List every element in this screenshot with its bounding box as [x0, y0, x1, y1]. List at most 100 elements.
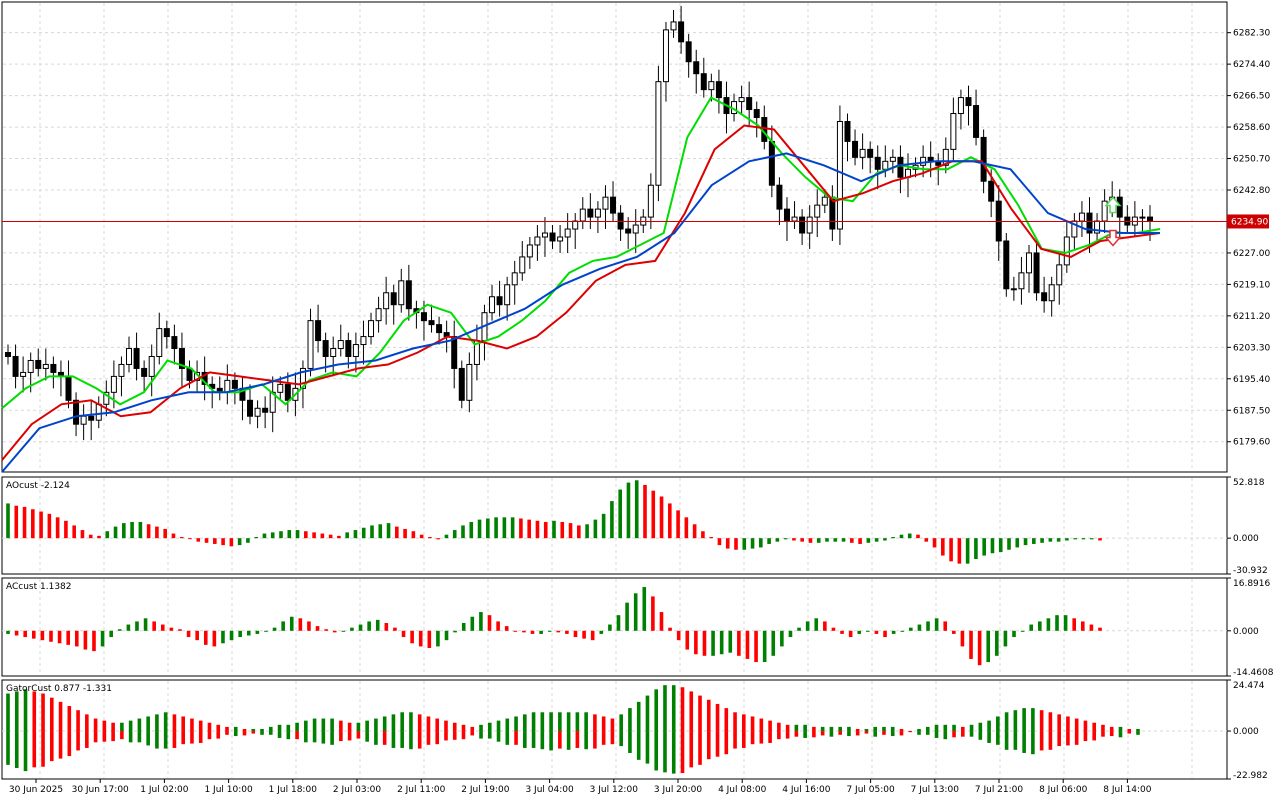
histogram-bar: [874, 538, 879, 542]
histogram-bar: [367, 621, 371, 631]
gator-bar-upper: [452, 722, 457, 732]
x-tick-label: 4 Jul 08:00: [718, 785, 767, 795]
candle-bull: [920, 156, 927, 166]
candle-bear: [163, 328, 170, 338]
histogram-bar: [750, 538, 755, 549]
histogram-bar: [995, 630, 999, 656]
candle-bull: [1048, 284, 1055, 302]
gator-bar-upper: [32, 691, 37, 732]
gator-bar-upper: [803, 724, 807, 732]
histogram-bar: [345, 532, 349, 539]
candle-bear: [1116, 196, 1123, 218]
histogram-bar: [651, 596, 655, 631]
histogram-bar: [337, 535, 341, 539]
gator-bar-upper: [978, 722, 983, 732]
histogram-bar: [163, 528, 167, 539]
histogram-bar: [469, 521, 474, 539]
histogram-bar: [203, 630, 208, 645]
gator-bar-upper: [382, 716, 387, 732]
gator-bar-lower: [558, 731, 562, 749]
y-tick-label: -30.932: [1233, 566, 1268, 576]
gator-bar-lower: [417, 731, 422, 749]
histogram-bar: [479, 612, 483, 631]
histogram-bar: [31, 509, 35, 539]
candle-bear: [322, 340, 329, 357]
x-tick-label: 7 Jul 05:00: [846, 785, 895, 795]
histogram-bar: [436, 630, 440, 647]
histogram-bar: [717, 538, 722, 546]
candle-bull: [708, 81, 715, 91]
histogram-bar: [797, 627, 801, 631]
histogram-bar: [823, 621, 827, 631]
histogram-bar: [307, 621, 311, 631]
gator-bar-lower: [356, 731, 361, 739]
x-tick-label: 2 Jul 19:00: [461, 785, 510, 795]
histogram-bar: [1063, 615, 1068, 631]
gator-bar-lower: [540, 731, 545, 750]
gator-bar-upper: [593, 714, 597, 732]
histogram-bar: [169, 627, 174, 631]
candle-bear: [436, 324, 443, 334]
histogram-bar: [783, 538, 788, 540]
y-tick-label: 6187.50: [1233, 406, 1270, 416]
histogram-bar: [1015, 538, 1020, 548]
ma-line-2: [1, 152, 1160, 473]
histogram-bar: [324, 629, 328, 631]
gator-bar-upper: [531, 712, 536, 732]
histogram-bar: [55, 517, 60, 539]
gator-bar-lower: [198, 731, 203, 743]
candle-bull: [670, 21, 677, 31]
histogram-bar: [1065, 538, 1069, 541]
gator-bar-upper: [584, 712, 588, 732]
histogram-bar: [1029, 624, 1034, 631]
histogram-bar: [64, 520, 68, 539]
histogram-bar: [287, 530, 292, 539]
candle-bear: [746, 97, 753, 111]
gator-bar-upper: [943, 724, 948, 732]
histogram-bar: [328, 534, 333, 539]
gator-bar-upper: [689, 691, 694, 732]
histogram-bar: [295, 530, 300, 539]
gator-bar-upper: [242, 728, 247, 732]
histogram-bar: [745, 630, 750, 659]
histogram-bar: [535, 520, 540, 539]
gator-bar-upper: [23, 689, 28, 732]
candle-bear: [693, 61, 700, 75]
histogram-bar: [694, 630, 698, 655]
gator-bar-upper: [1101, 724, 1105, 732]
candle-bear: [178, 348, 185, 369]
candle-bull: [564, 228, 571, 238]
histogram-bar: [969, 630, 973, 659]
indicator-title: ACcust 1.1382: [6, 582, 72, 592]
candle-bear: [715, 81, 722, 99]
candle-bull: [882, 160, 889, 170]
candle-bear: [776, 184, 783, 210]
gator-bar-upper: [1039, 710, 1044, 732]
histogram-bar: [378, 524, 383, 539]
gator-bar-upper: [137, 718, 142, 732]
x-tick-label: 4 Jul 16:00: [782, 785, 831, 795]
gator-bar-lower: [268, 731, 273, 735]
candle-bull: [602, 196, 609, 210]
histogram-bar: [1089, 538, 1094, 540]
y-tick-label: 6274.40: [1233, 60, 1270, 70]
histogram-bar: [568, 523, 573, 539]
histogram-bar: [601, 513, 606, 539]
histogram-bar: [370, 525, 374, 539]
candle-bull: [572, 220, 579, 230]
candle-bear: [247, 399, 254, 417]
gator-bar-lower: [584, 731, 588, 750]
gator-bar-upper: [444, 720, 448, 732]
histogram-bar: [109, 630, 113, 638]
histogram-bar: [676, 510, 680, 539]
gator-bar-upper: [847, 726, 851, 732]
gator-bar-lower: [76, 731, 80, 751]
candle-bull: [489, 296, 496, 314]
gator-bar-upper: [312, 718, 317, 732]
histogram-bar: [143, 618, 148, 631]
gator-bar-upper: [698, 695, 702, 732]
histogram-bar: [599, 630, 604, 634]
gator-bar-upper: [864, 728, 869, 732]
x-tick-label: 2 Jul 03:00: [333, 785, 382, 795]
histogram-bar: [974, 538, 978, 560]
